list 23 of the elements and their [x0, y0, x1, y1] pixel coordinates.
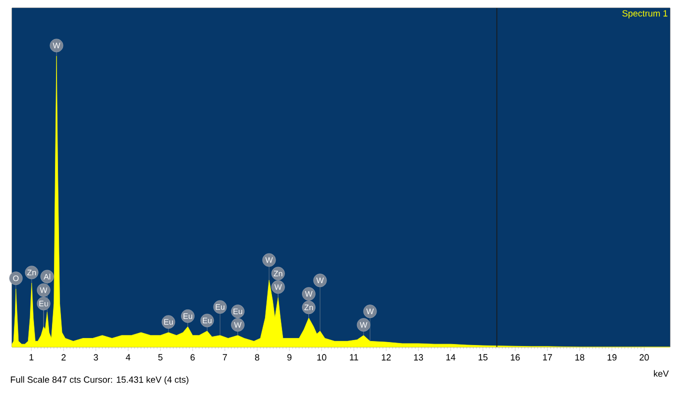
- x-tick-label: 9: [287, 354, 292, 361]
- x-tick-label: 19: [608, 354, 617, 361]
- text: Spectrum 1: [622, 10, 668, 18]
- x-tick-label: 2: [62, 354, 66, 360]
- x-tick-label: 20: [640, 354, 649, 361]
- x-tick-label: 16: [510, 354, 520, 361]
- x-tick-label: 13: [414, 354, 424, 361]
- x-tick-label: 10: [317, 354, 326, 361]
- x-tick-label: 14: [446, 354, 456, 360]
- x-tick-label: 15: [478, 354, 488, 360]
- text: Full Scale 847 cts Cursor: 15.431 keV (4 cts): [10, 376, 188, 385]
- x-tick-label: 1: [30, 354, 34, 360]
- x-tick-label: 18: [575, 354, 584, 361]
- x-tick-label: 3: [94, 354, 98, 361]
- x-tick-label: 17: [543, 354, 552, 360]
- x-tick-label: 12: [382, 354, 391, 360]
- x-tick-label: 7: [222, 354, 227, 360]
- x-tick-label: 4: [126, 354, 130, 360]
- x-tick-label: 5: [158, 354, 162, 360]
- x-tick-label: 11: [350, 354, 358, 360]
- x-tick-label: 6: [190, 354, 195, 361]
- x-axis-title: keV: [654, 370, 669, 377]
- x-tick-label: 8: [255, 354, 260, 361]
